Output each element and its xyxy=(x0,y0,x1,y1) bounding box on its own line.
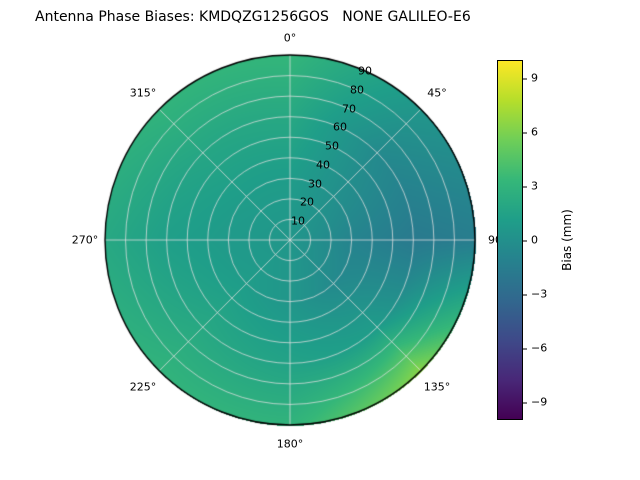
colorbar-tick-label: 9 xyxy=(522,71,538,85)
colorbar-tick-label: 6 xyxy=(522,125,538,139)
radial-tick-label: 80 xyxy=(350,83,364,97)
colorbar-tick-label: 0 xyxy=(522,233,538,247)
colorbar-tick-label: −9 xyxy=(521,395,548,409)
radial-tick-label: 90 xyxy=(358,64,372,78)
colorbar-tick-label: 3 xyxy=(522,179,538,193)
angular-tick-label: 225° xyxy=(129,380,157,394)
angular-tick-label: 315° xyxy=(129,86,157,100)
radial-tick-label: 30 xyxy=(308,177,322,191)
radial-tick-label: 70 xyxy=(342,102,356,116)
radial-tick-label: 50 xyxy=(325,139,339,153)
colorbar-tick-label: −3 xyxy=(521,287,548,301)
angular-tick-label: 90 xyxy=(488,233,502,247)
angular-tick-label: 270° xyxy=(71,233,99,247)
angular-tick-label: 135° xyxy=(423,380,451,394)
radial-tick-label: 10 xyxy=(291,214,305,228)
angular-tick-label: 180° xyxy=(276,437,304,451)
colorbar-gradient xyxy=(497,60,523,420)
angular-tick-label: 45° xyxy=(427,86,447,100)
colorbar-label: Bias (mm) xyxy=(560,209,574,271)
colorbar-tick-label: −6 xyxy=(521,341,548,355)
radial-tick-label: 20 xyxy=(300,195,314,209)
radial-tick-label: 40 xyxy=(316,158,330,172)
radial-tick-label: 60 xyxy=(333,120,347,134)
angular-tick-label: 0° xyxy=(283,31,297,45)
